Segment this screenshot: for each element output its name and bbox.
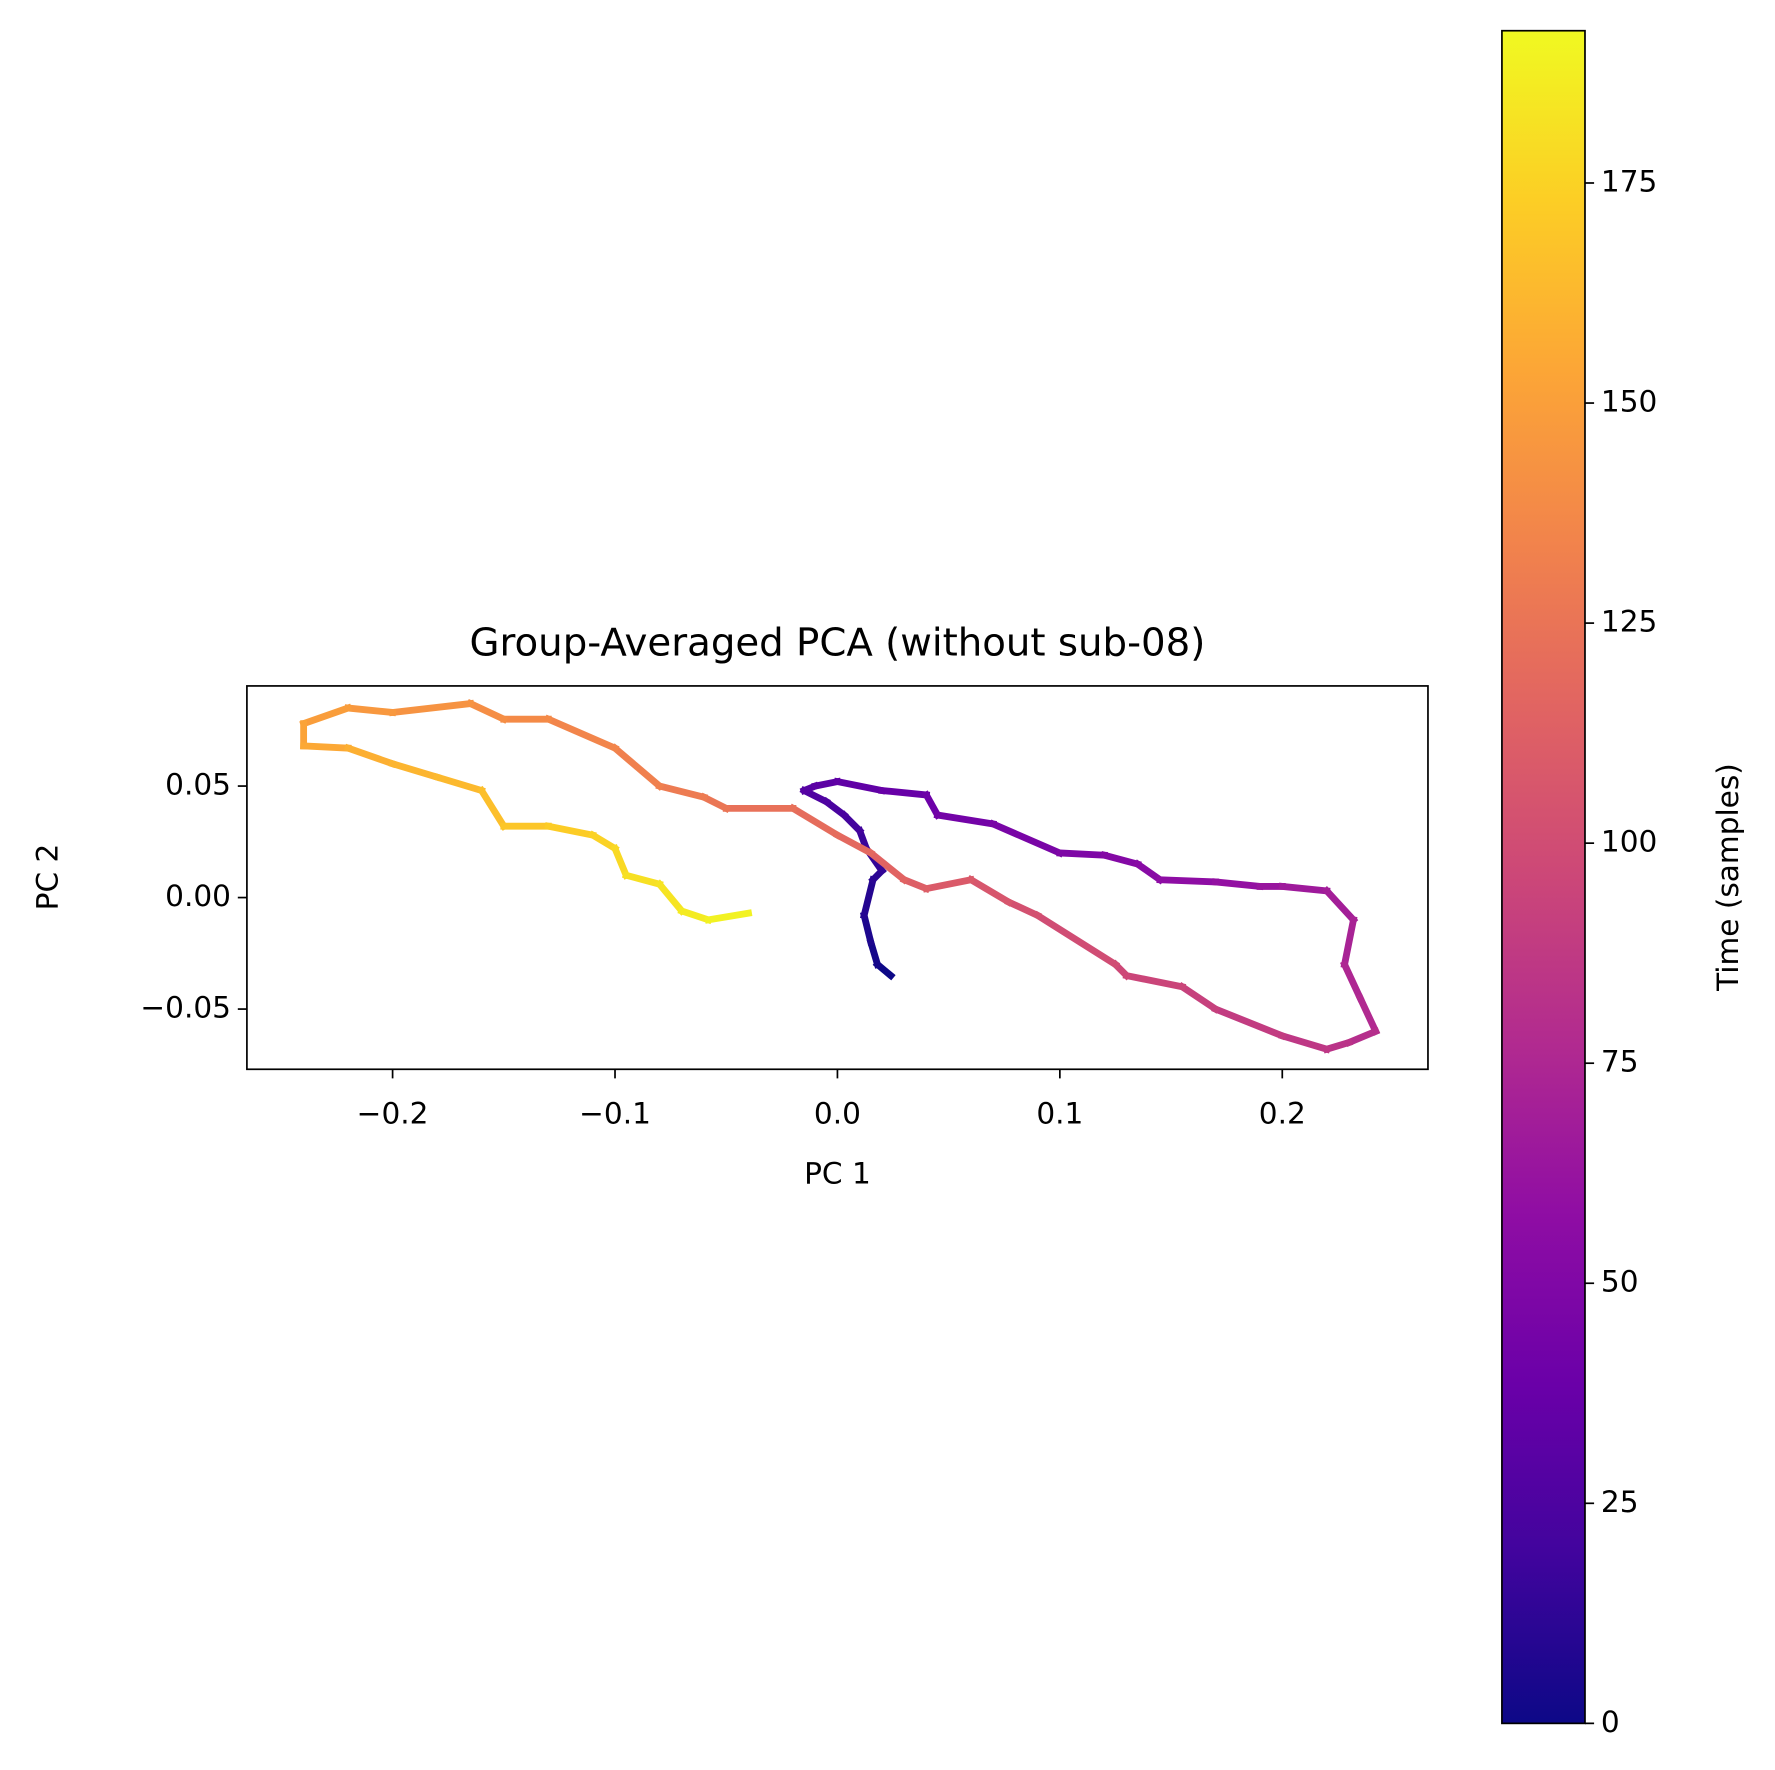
trajectory-segment [833, 777, 886, 795]
trajectory-segment [821, 796, 849, 820]
trajectory-segment [544, 822, 597, 840]
trajectory-segment [388, 699, 475, 717]
y-tick-label: −0.05 [140, 991, 231, 1025]
trajectory-segment [1056, 849, 1108, 859]
trajectory-segment [1211, 1004, 1287, 1041]
colorbar-tick-label: 25 [1601, 1485, 1639, 1519]
chart-title: Group-Averaged PCA (without sub-08) [469, 620, 1205, 665]
colorbar [1501, 29, 1586, 1725]
trajectory-segment [654, 879, 687, 916]
trajectory-segment [966, 875, 1014, 907]
colorbar-tick-label: 75 [1601, 1045, 1639, 1079]
x-tick-label: −0.1 [579, 1096, 651, 1130]
trajectory-segment [788, 803, 843, 840]
trajectory-segment [588, 830, 620, 854]
trajectory-segment [1340, 959, 1365, 1003]
x-tick-label: 0.1 [1036, 1096, 1083, 1130]
trajectory-segment [839, 810, 865, 836]
trajectory-segment [878, 786, 931, 799]
trajectory-segment [832, 830, 876, 858]
trajectory-segment [465, 699, 509, 724]
trajectory-segment [1122, 971, 1187, 991]
trajectory-segment [704, 909, 753, 924]
trajectory-segment [922, 875, 975, 893]
trajectory-segment [811, 777, 842, 791]
colorbar-tick-label: 175 [1601, 164, 1657, 198]
colorbar-tick-label: 125 [1601, 605, 1657, 639]
trajectory-segment [432, 772, 486, 795]
trajectory-segment [1177, 982, 1221, 1014]
y-axis-label: PC 2 [30, 844, 64, 911]
colorbar-tick-label: 150 [1601, 385, 1657, 419]
colorbar-tick-label: 0 [1601, 1705, 1620, 1739]
trajectory-segment [899, 875, 931, 894]
colorbar-tick-label: 100 [1601, 825, 1657, 859]
trajectory-segment [344, 704, 397, 717]
trajectory-segment [1100, 851, 1142, 869]
trajectory-segment [388, 759, 442, 782]
trajectory-segment [343, 743, 397, 769]
trajectory-segment [1278, 882, 1331, 895]
trajectory-segment [1032, 910, 1121, 970]
x-tick-label: 0.0 [814, 1096, 861, 1130]
trajectory-segment [1211, 878, 1264, 891]
trajectory-segment [543, 714, 620, 753]
trajectory-segment [988, 819, 1065, 858]
trajectory-segment [610, 743, 665, 791]
trajectory-segment [866, 848, 909, 885]
trajectory-segment [1355, 993, 1381, 1036]
trajectory-segment [1321, 886, 1359, 925]
plot-frame [246, 685, 1429, 1071]
trajectory-segment [1340, 915, 1358, 969]
trajectory-segment [299, 703, 353, 728]
trajectory-segment [859, 911, 875, 947]
trajectory-segment [610, 844, 631, 880]
trajectory-segment [476, 785, 509, 831]
trajectory-segment [699, 792, 731, 813]
colorbar-tick-label: 50 [1601, 1265, 1639, 1299]
trajectory-segment [1278, 1031, 1332, 1054]
y-tick-label: 0.05 [165, 768, 231, 802]
trajectory-segment [859, 875, 878, 920]
trajectory-segment [933, 811, 998, 828]
trajectory-segment [677, 906, 713, 925]
trajectory-segment [655, 781, 709, 802]
x-axis-label: PC 1 [804, 1157, 871, 1191]
trajectory-segment [1132, 859, 1165, 885]
x-tick-label: 0.2 [1259, 1096, 1306, 1130]
trajectory-segment [866, 937, 882, 969]
y-tick-label: 0.00 [165, 879, 231, 913]
trajectory-segment [300, 742, 352, 752]
trajectory-segment [621, 871, 664, 889]
colorbar-label: Time (samples) [1711, 763, 1745, 992]
trajectory-segment [1004, 897, 1043, 920]
trajectory-segment [1344, 1026, 1381, 1047]
x-tick-label: −0.2 [357, 1096, 429, 1130]
trajectory-segment [1156, 876, 1220, 886]
